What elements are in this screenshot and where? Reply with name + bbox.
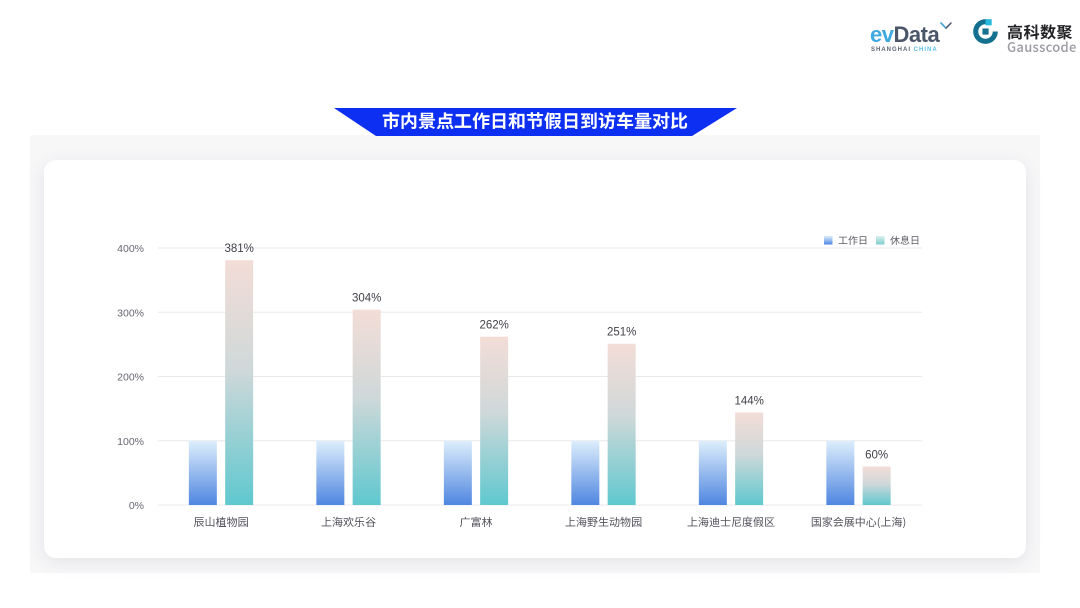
svg-text:100%: 100%	[117, 436, 144, 448]
svg-text:上海欢乐谷: 上海欢乐谷	[321, 514, 376, 530]
svg-text:Data: Data	[894, 22, 941, 47]
svg-text:400%: 400%	[117, 243, 144, 255]
svg-text:国家会展中心(上海): 国家会展中心(上海)	[811, 514, 906, 530]
svg-text:辰山植物园: 辰山植物园	[194, 514, 249, 530]
svg-text:上海迪士尼度假区: 上海迪士尼度假区	[687, 514, 775, 530]
svg-text:144%: 144%	[734, 395, 763, 407]
svg-text:60%: 60%	[865, 449, 888, 461]
svg-text:工作日: 工作日	[838, 232, 868, 247]
svg-text:262%: 262%	[479, 320, 508, 332]
svg-text:广富林: 广富林	[460, 514, 493, 530]
svg-text:市内景点工作日和节假日到访车量对比: 市内景点工作日和节假日到访车量对比	[382, 108, 688, 134]
svg-text:ev: ev	[870, 22, 895, 47]
svg-text:304%: 304%	[352, 293, 381, 305]
svg-text:251%: 251%	[607, 327, 636, 339]
svg-text:0%: 0%	[129, 500, 144, 512]
svg-text:200%: 200%	[117, 372, 144, 384]
svg-text:上海野生动物园: 上海野生动物园	[565, 514, 642, 530]
svg-text:SHANGHAI CHINA: SHANGHAI CHINA	[871, 47, 938, 53]
svg-text:休息日: 休息日	[890, 232, 920, 247]
svg-text:300%: 300%	[117, 307, 144, 319]
svg-text:381%: 381%	[224, 243, 253, 255]
